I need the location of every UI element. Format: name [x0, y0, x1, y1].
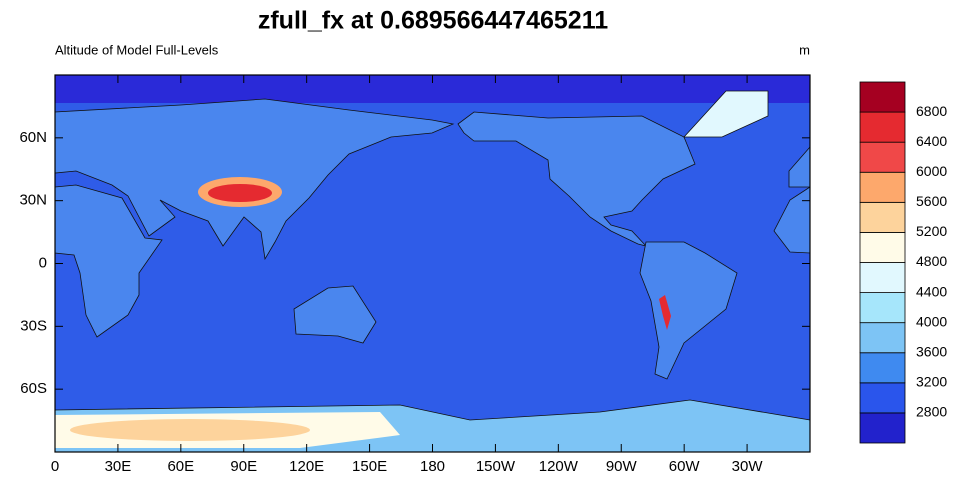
colorbar-box: [859, 322, 906, 354]
colorbar-label: 6800: [916, 103, 947, 119]
colorbar-box: [859, 382, 906, 414]
colorbar-label: 6000: [916, 163, 947, 179]
colorbar-label: 5600: [916, 193, 947, 209]
y-tick-label: 60S: [20, 380, 47, 397]
colorbar-label: 6400: [916, 133, 947, 149]
colorbar-label: 2800: [916, 404, 947, 420]
colorbar-label: 4000: [916, 313, 947, 329]
africa: [54, 184, 163, 338]
left-label: Altitude of Model Full-Levels: [55, 42, 219, 57]
north-america: [457, 111, 696, 247]
x-tick-label: 150E: [352, 458, 387, 475]
y-tick-label: 30N: [19, 192, 47, 209]
x-tick-label: 120W: [539, 458, 579, 475]
x-tick-label: 30E: [105, 458, 132, 475]
andes: [659, 295, 671, 330]
x-tick-label: 0: [51, 458, 59, 475]
colorbar-box: [859, 352, 906, 384]
x-tick-label: 120E: [289, 458, 324, 475]
colorbar-box: [859, 171, 906, 203]
x-tick-label: 60E: [167, 458, 194, 475]
colorbar-label: 3600: [916, 343, 947, 359]
greenland: [683, 90, 769, 138]
x-tick-label: 30W: [732, 458, 764, 475]
title: zfull_fx at 0.689566447465211: [258, 7, 608, 35]
y-tick-label: 0: [39, 254, 47, 271]
colorbar-label: 3200: [916, 374, 947, 390]
x-tick-label: 150W: [476, 458, 516, 475]
australia: [293, 285, 377, 344]
x-tick-label: 180: [420, 458, 445, 475]
tibet: [208, 184, 272, 202]
colorbar-box: [859, 292, 906, 324]
colorbar-label: 5200: [916, 223, 947, 239]
colorbar-box: [859, 412, 906, 444]
colorbar-box: [859, 262, 906, 293]
x-tick-label: 90W: [606, 458, 638, 475]
y-tick-label: 30S: [20, 317, 47, 334]
colorbar-label: 4400: [916, 283, 947, 299]
south-america: [639, 241, 738, 380]
colorbar-box: [859, 232, 906, 263]
y-tick-label: 60N: [19, 129, 47, 146]
colorbar-box: [859, 81, 906, 113]
ice-high: [70, 419, 310, 441]
map: [54, 74, 811, 453]
x-tick-label: 90E: [230, 458, 257, 475]
x-tick-label: 60W: [669, 458, 701, 475]
colorbar-label: 4800: [916, 253, 947, 269]
right-label: m: [799, 42, 810, 57]
colorbar-box: [859, 141, 906, 173]
colorbar-box: [859, 111, 906, 143]
colorbar-box: [859, 201, 906, 233]
